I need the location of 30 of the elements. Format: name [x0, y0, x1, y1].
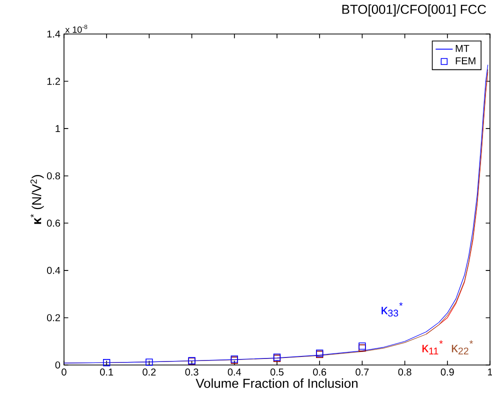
- legend-label: MT: [456, 45, 470, 52]
- x-tick-label: 0: [62, 368, 66, 376]
- x-tick-label: 0.7: [356, 368, 369, 376]
- y-tick-label: 0.4: [47, 266, 60, 274]
- point: [103, 359, 110, 366]
- y-tick-label: 0.6: [47, 220, 60, 227]
- legend-label: FEM: [456, 57, 476, 64]
- x-tick-label: 0.8: [398, 368, 412, 376]
- text: x 10$^{-8}$: [65, 24, 88, 33]
- x-tick-label: 0.9: [440, 368, 454, 376]
- x-tick-label: 0.3: [185, 368, 198, 376]
- x-axis-title: Volume Fraction of Inclusion: [196, 378, 358, 388]
- annotation: κ$_{33}$*: [382, 302, 403, 317]
- x-tick-label: 0.5: [270, 368, 284, 376]
- point: [146, 358, 153, 366]
- x-tick-label: 0.4: [228, 368, 242, 376]
- chart-title: BTO[001]/CFO[001] FCC: [342, 4, 486, 16]
- y-tick-label: 0.8: [47, 172, 60, 180]
- annotation: κ$_{22}$*: [452, 340, 473, 354]
- y-tick-label: 0.2: [47, 314, 60, 322]
- y-tick-label: 0: [55, 361, 60, 369]
- x-tick-label: 1: [488, 368, 492, 376]
- y-tick-label: 1.4: [47, 30, 60, 38]
- annotation: κ$_{11}$*: [422, 340, 443, 354]
- y-tick-label: 1: [56, 125, 60, 132]
- y-tick-label: 1.2: [47, 78, 60, 85]
- x-tick-label: 0.6: [313, 368, 326, 376]
- x-tick-label: 0.2: [142, 368, 156, 376]
- y-axis-title: κ$^{*}$ (N/V$^{2}$): [30, 174, 44, 224]
- x-tick-label: 0.1: [100, 368, 114, 376]
